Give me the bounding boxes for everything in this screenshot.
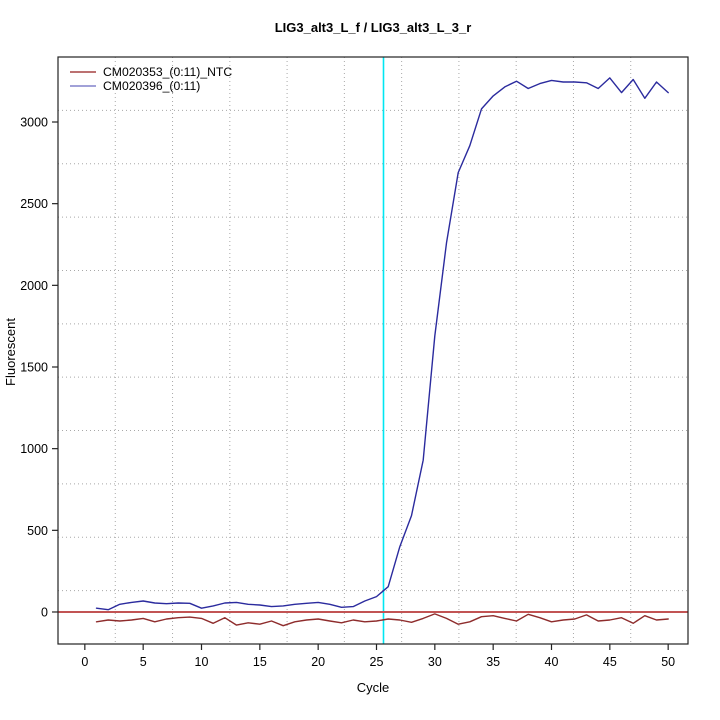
grid-layer	[58, 57, 688, 644]
x-axis-label: Cycle	[357, 680, 390, 695]
plot-box	[57, 56, 689, 645]
x-tick-label: 5	[140, 655, 147, 669]
y-tick-label: 0	[41, 605, 48, 619]
series-line-0	[95, 613, 669, 627]
y-tick-label: 2500	[20, 197, 48, 211]
y-tick-label: 3000	[20, 116, 48, 130]
axes-layer: 0 5 10 15 20 25 30 35 40 45 5005001000150020002500…	[20, 56, 689, 669]
x-tick-label: 30	[428, 655, 442, 669]
x-tick-label: 35	[486, 655, 500, 669]
chart-title: LIG3_alt3_L_f / LIG3_alt3_L_3_r	[275, 20, 472, 35]
x-tick-label: 0	[81, 655, 88, 669]
legend-entry-label: CM020353_(0:11)_NTC	[103, 65, 232, 79]
x-tick-label: 10	[195, 655, 209, 669]
y-tick-label: 1500	[20, 360, 48, 374]
reference-lines-layer	[58, 57, 688, 644]
y-axis-label: Fluorescent	[3, 318, 18, 386]
series-layer	[95, 77, 669, 627]
x-tick-label: 20	[311, 655, 325, 669]
x-tick-label: 50	[661, 655, 675, 669]
y-tick-label: 2000	[20, 279, 48, 293]
x-tick-label: 40	[545, 655, 559, 669]
y-tick-label: 500	[27, 524, 48, 538]
x-tick-label: 25	[370, 655, 384, 669]
x-tick-label: 45	[603, 655, 617, 669]
series-line-1	[95, 77, 669, 611]
x-tick-label: 15	[253, 655, 267, 669]
y-tick-label: 1000	[20, 442, 48, 456]
legend-entry-label: CM020396_(0:11)	[103, 79, 200, 93]
